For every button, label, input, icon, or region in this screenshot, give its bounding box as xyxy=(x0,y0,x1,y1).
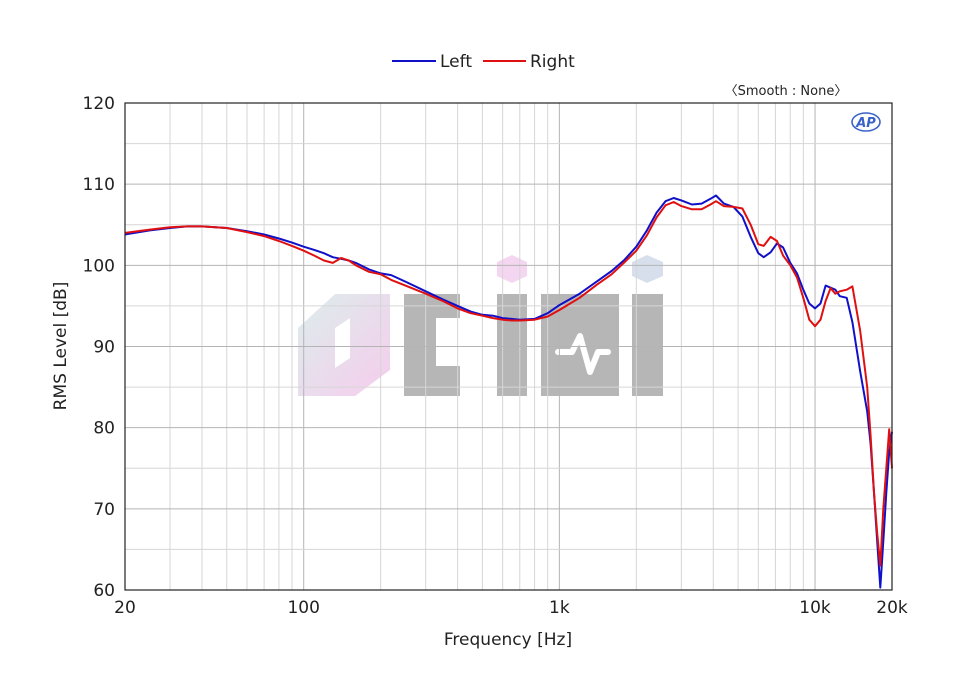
y-axis-label: RMS Level [dB] xyxy=(51,282,71,411)
x-axis-label: Frequency [Hz] xyxy=(444,630,572,650)
y-axis-ticks: 60 70 80 90 100 110 120 xyxy=(83,94,115,601)
legend: Left Right xyxy=(392,52,575,72)
series-layer xyxy=(124,194,893,589)
y-tick-label: 70 xyxy=(93,500,115,520)
x-tick-label: 100 xyxy=(287,598,319,618)
plot-grid xyxy=(125,103,892,590)
y-tick-label: 100 xyxy=(83,256,115,276)
y-tick-label: 110 xyxy=(83,175,115,195)
y-tick-label: 60 xyxy=(93,581,115,601)
legend-label-left: Left xyxy=(440,52,472,72)
svg-text:AP: AP xyxy=(855,116,876,131)
plot-frame xyxy=(124,102,893,591)
x-tick-label: 20 xyxy=(114,598,136,618)
x-tick-label: 20k xyxy=(876,598,908,618)
series-line-right xyxy=(124,200,893,567)
x-axis-ticks: 20 100 1k 10k 20k xyxy=(114,598,908,618)
y-tick-label: 120 xyxy=(83,94,115,114)
x-tick-label: 10k xyxy=(799,598,831,618)
x-tick-label: 1k xyxy=(549,598,570,618)
y-tick-label: 80 xyxy=(93,419,115,439)
ap-logo: AP xyxy=(851,112,881,132)
smoothing-annotation: 〈Smooth : None〉 xyxy=(725,84,848,99)
legend-label-right: Right xyxy=(530,52,575,72)
y-tick-label: 90 xyxy=(93,338,115,358)
